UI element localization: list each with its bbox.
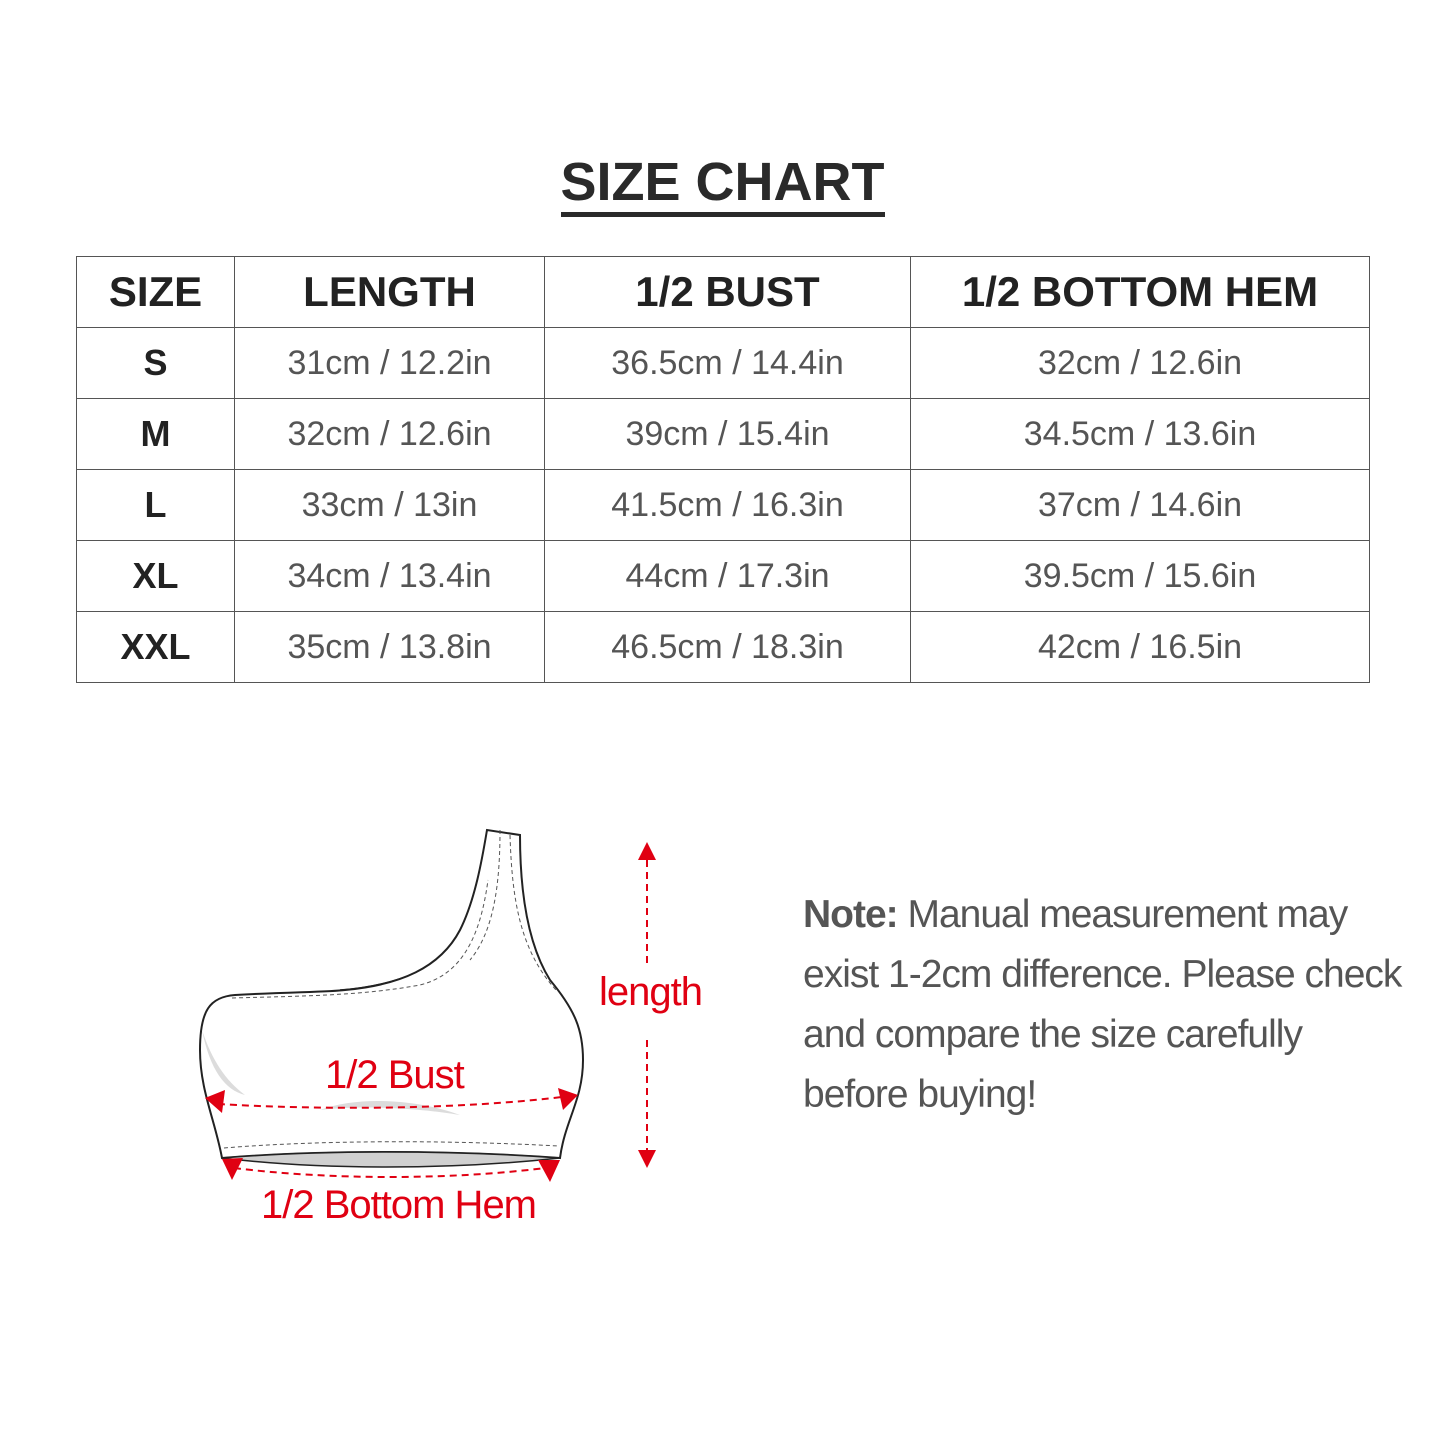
measurement-cell: 36.5cm / 14.4in bbox=[544, 327, 911, 399]
measurement-cell: 37cm / 14.6in bbox=[910, 469, 1370, 541]
note: Note: Manual measurement may exist 1-2cm… bbox=[803, 885, 1403, 1125]
measurement-cell: 33cm / 13in bbox=[234, 469, 545, 541]
header-bottom-hem: 1/2 BOTTOM HEM bbox=[910, 256, 1370, 328]
bottom-hem-label: 1/2 Bottom Hem bbox=[261, 1183, 537, 1227]
length-arrow-bottom bbox=[638, 1150, 656, 1168]
bust-arrow-right bbox=[558, 1088, 578, 1110]
garment-outline bbox=[198, 828, 585, 1160]
size-chart-title: SIZE CHART bbox=[0, 152, 1445, 217]
length-label: length bbox=[599, 970, 703, 1014]
measurement-cell: 39cm / 15.4in bbox=[544, 398, 911, 470]
table-row: L 33cm / 13in 41.5cm / 16.3in 37cm / 14.6in bbox=[76, 469, 1370, 541]
size-cell: M bbox=[76, 398, 235, 470]
measurement-cell: 42cm / 16.5in bbox=[910, 611, 1370, 683]
measurement-cell: 46.5cm / 18.3in bbox=[544, 611, 911, 683]
table-header-row: SIZE LENGTH 1/2 BUST 1/2 BOTTOM HEM bbox=[76, 256, 1370, 328]
title-text: SIZE CHART bbox=[560, 152, 885, 217]
table-row: XL 34cm / 13.4in 44cm / 17.3in 39.5cm / 15.… bbox=[76, 540, 1370, 612]
hem-arrow-right bbox=[538, 1160, 560, 1182]
note-label: Note: bbox=[803, 893, 899, 936]
bust-label: 1/2 Bust bbox=[325, 1053, 465, 1097]
table-row: M 32cm / 12.6in 39cm / 15.4in 34.5cm / 13.6… bbox=[76, 398, 1370, 470]
measurement-cell: 44cm / 17.3in bbox=[544, 540, 911, 612]
hem-band bbox=[221, 1151, 561, 1168]
measurement-cell: 41.5cm / 16.3in bbox=[544, 469, 911, 541]
header-size: SIZE bbox=[76, 256, 235, 328]
note-text: Manual measurement may exist 1-2cm diffe… bbox=[803, 893, 1402, 1116]
measurement-cell: 34cm / 13.4in bbox=[234, 540, 545, 612]
table-row: XXL 35cm / 13.8in 46.5cm / 18.3in 42cm / 16… bbox=[76, 611, 1370, 683]
measurement-cell: 34.5cm / 13.6in bbox=[910, 398, 1370, 470]
size-cell: L bbox=[76, 469, 235, 541]
length-arrow-top bbox=[638, 842, 656, 860]
arrowheads bbox=[205, 842, 656, 1182]
hem-arrow-left bbox=[222, 1158, 243, 1180]
size-table: SIZE LENGTH 1/2 BUST 1/2 BOTTOM HEM S 31c… bbox=[76, 256, 1370, 683]
size-cell: XL bbox=[76, 540, 235, 612]
header-bust: 1/2 BUST bbox=[544, 256, 911, 328]
measure-lines bbox=[217, 860, 648, 1178]
measurement-cell: 32cm / 12.6in bbox=[910, 327, 1370, 399]
size-cell: XXL bbox=[76, 611, 235, 683]
bust-arrow-left bbox=[205, 1090, 225, 1113]
stitch-lines bbox=[223, 829, 559, 1149]
table-row: S 31cm / 12.2in 36.5cm / 14.4in 32cm / 12.6… bbox=[76, 327, 1370, 399]
measurement-cell: 35cm / 13.8in bbox=[234, 611, 545, 683]
